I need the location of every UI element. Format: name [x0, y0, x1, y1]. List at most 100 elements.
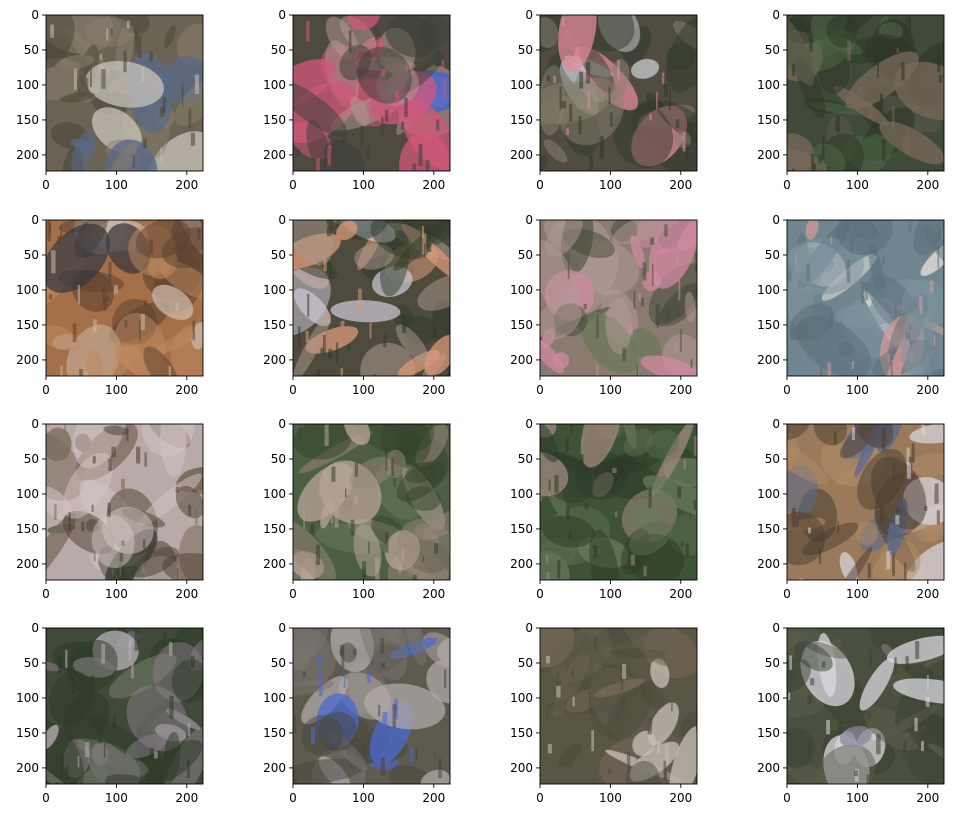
image-stroke: [929, 280, 934, 293]
image-stroke: [892, 106, 895, 130]
image-texture-patch: [396, 460, 446, 502]
image-stroke: [579, 72, 584, 89]
x-tick-label: 100: [105, 178, 128, 192]
image-stroke: [307, 293, 310, 317]
image-stroke: [868, 711, 872, 719]
image-texture-patch: [679, 708, 697, 737]
image-texture-patch: [558, 743, 582, 768]
image-stroke: [596, 364, 599, 376]
y-tick-label: 50: [24, 248, 39, 262]
image-texture-patch: [580, 424, 622, 468]
axes-frame: [539, 627, 698, 785]
image-stroke: [667, 309, 670, 322]
image-texture-patch: [593, 678, 646, 698]
y-tick-label: 100: [510, 691, 533, 705]
axes-frame: [45, 627, 204, 785]
y-tick-label: 150: [757, 318, 780, 332]
image-stroke: [799, 578, 804, 580]
image-stroke: [317, 369, 320, 376]
image-texture-patch: [648, 702, 679, 746]
y-tick-label: 100: [16, 487, 39, 501]
image-content: [787, 220, 944, 376]
image-stroke: [585, 61, 591, 84]
image-stroke: [807, 695, 812, 705]
image-texture-patch: [46, 427, 72, 462]
image-stroke: [343, 674, 346, 688]
image-texture-patch: [628, 521, 672, 556]
image-stroke: [826, 720, 830, 735]
image-stroke: [415, 747, 418, 761]
image-texture-patch: [46, 15, 75, 70]
image-stroke: [921, 741, 924, 751]
image-stroke: [847, 40, 851, 61]
image-stroke: [121, 478, 125, 497]
image-texture-patch: [605, 297, 632, 355]
image-content: [540, 628, 697, 784]
image-stroke: [693, 499, 696, 511]
image-stroke: [72, 323, 77, 343]
image-texture-patch: [301, 715, 343, 756]
y-tick-label: 100: [16, 78, 39, 92]
image-stroke: [806, 263, 810, 282]
image-stroke: [57, 655, 62, 674]
image-stroke: [881, 139, 886, 162]
image-stroke: [905, 332, 910, 340]
image-texture-patch: [418, 15, 450, 49]
image-stroke: [443, 669, 447, 688]
image-stroke: [924, 506, 928, 512]
image-stroke: [545, 554, 549, 564]
image-content: [540, 424, 697, 580]
x-tick-label: 200: [916, 383, 939, 397]
image-texture-patch: [293, 80, 347, 137]
image-stroke: [98, 729, 102, 744]
image-stroke: [851, 361, 854, 370]
image-texture-patch: [72, 765, 108, 784]
image-stroke: [402, 547, 404, 561]
image-stroke: [821, 661, 826, 668]
image-texture-patch: [630, 235, 646, 269]
image-stroke: [583, 303, 587, 310]
image-texture-patch: [663, 457, 697, 487]
image-stroke: [869, 648, 872, 668]
y-tick-label: 0: [772, 417, 780, 431]
axes-frame: [292, 627, 451, 785]
x-tick-label: 200: [422, 383, 445, 397]
image-stroke: [412, 163, 417, 171]
image-stroke: [566, 507, 570, 521]
y-tick-label: 100: [263, 78, 286, 92]
image-stroke: [689, 512, 692, 519]
image-stroke: [633, 290, 636, 309]
image-stroke: [656, 321, 659, 329]
image-stroke: [811, 153, 814, 171]
image-stroke: [434, 749, 436, 761]
y-tick-label: 200: [16, 148, 39, 162]
image-stroke: [328, 348, 332, 358]
x-tick-label: 0: [783, 791, 791, 805]
image-panel-12: 0 100 200 0 50 100 150 200: [757, 417, 945, 601]
image-stroke: [903, 741, 907, 759]
image-stroke: [937, 245, 940, 269]
image-stroke: [305, 330, 309, 343]
image-content: [46, 628, 203, 784]
image-texture-patch: [293, 517, 337, 580]
y-tick-label: 150: [263, 113, 286, 127]
image-texture-patch: [293, 679, 335, 698]
image-stroke: [160, 147, 162, 163]
image-stroke: [425, 160, 430, 171]
image-stroke: [628, 324, 633, 335]
image-content: [787, 15, 944, 171]
image-stroke: [567, 260, 570, 279]
image-texture-patch: [787, 15, 815, 86]
y-tick-label: 200: [757, 557, 780, 571]
image-stroke: [48, 294, 52, 300]
image-stroke: [827, 362, 831, 376]
image-stroke: [656, 91, 658, 109]
image-stroke: [139, 319, 141, 341]
image-stroke: [858, 86, 862, 95]
image-stroke: [112, 569, 114, 575]
image-stroke: [584, 503, 588, 510]
image-stroke: [677, 486, 682, 499]
x-tick-label: 100: [352, 383, 375, 397]
image-stroke: [851, 427, 855, 441]
image-stroke: [569, 103, 573, 122]
